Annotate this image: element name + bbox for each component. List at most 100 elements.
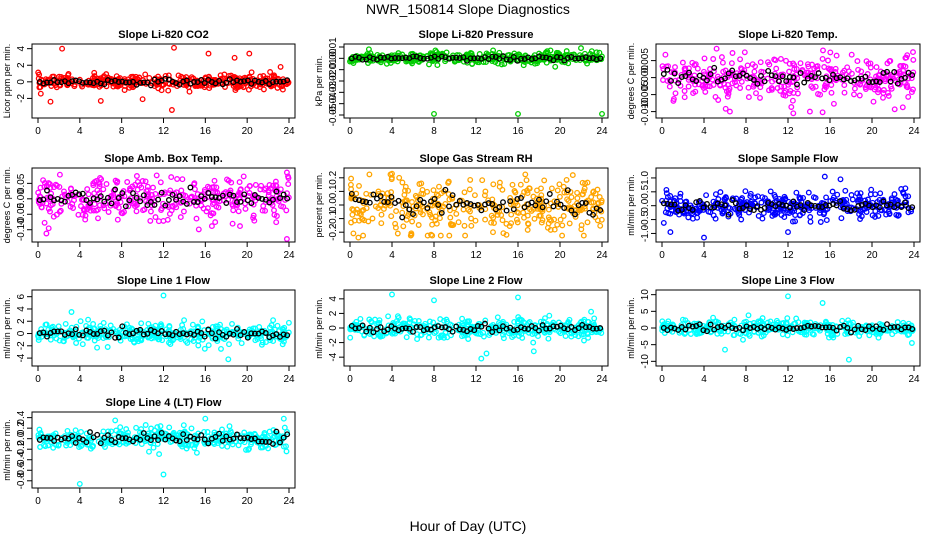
data-point: [241, 429, 248, 436]
x-tick-label: 8: [119, 496, 125, 507]
outlier-point: [578, 45, 584, 52]
overlay-point: [801, 79, 808, 86]
data-point: [517, 181, 524, 188]
data-point: [466, 186, 473, 193]
data-point: [672, 90, 679, 97]
x-ticks: 0 4 8 12 16 20 24: [347, 366, 608, 385]
overlay-point: [230, 435, 237, 442]
data-point: [482, 188, 489, 195]
data-points: [659, 293, 917, 363]
overlay-point: [277, 439, 283, 446]
data-point: [491, 220, 497, 226]
data-point: [165, 87, 172, 94]
data-point: [867, 64, 874, 71]
data-point: [267, 69, 274, 75]
overlay-point: [682, 202, 689, 209]
data-point: [905, 75, 912, 82]
data-point: [236, 179, 243, 186]
y-tick-label: 4: [16, 45, 27, 51]
overlay-point: [489, 329, 496, 335]
data-point: [90, 180, 97, 187]
data-point: [847, 320, 854, 327]
overlay-point: [248, 330, 255, 337]
data-point: [155, 218, 162, 225]
data-point: [104, 344, 111, 350]
data-point: [778, 212, 785, 218]
overlay-point: [162, 202, 169, 209]
x-tick-label: 12: [782, 250, 794, 261]
data-point: [829, 188, 836, 195]
data-point: [351, 217, 358, 224]
data-point: [809, 84, 816, 91]
data-point: [554, 187, 561, 194]
panel-title: Slope Line 3 Flow: [742, 275, 835, 287]
y-tick-label: 4: [328, 296, 339, 302]
overlay-point: [115, 79, 122, 85]
y-tick-label: -0.4: [16, 451, 27, 469]
data-point: [578, 226, 585, 233]
data-point: [906, 331, 913, 338]
data-point: [799, 210, 806, 216]
overlay-point: [902, 199, 908, 206]
overlay-point: [485, 200, 492, 207]
overlay-point: [446, 203, 452, 210]
overlay-point: [675, 326, 682, 333]
overlay-point: [417, 55, 424, 61]
data-point: [766, 61, 773, 68]
data-point: [461, 189, 468, 196]
y-tick-label: -4: [328, 352, 339, 361]
data-point: [908, 75, 915, 82]
data-point: [368, 319, 375, 326]
data-point: [392, 220, 399, 227]
data-point: [910, 49, 916, 56]
x-tick-label: 4: [389, 250, 395, 261]
data-point: [885, 92, 892, 99]
data-point: [662, 51, 669, 58]
x-tick-label: 4: [77, 374, 83, 385]
outlier-point: [231, 54, 238, 61]
data-point: [668, 207, 675, 214]
data-point: [870, 98, 877, 105]
data-point: [184, 339, 191, 346]
overlay-point: [561, 205, 568, 211]
overlay-point: [808, 323, 815, 330]
x-axis-label: Hour of Day (UTC): [410, 518, 527, 534]
overlay-point: [689, 323, 696, 330]
data-point: [862, 86, 869, 92]
overlay-point: [144, 330, 151, 337]
y-tick-label: -0.1: [328, 210, 339, 228]
data-point: [851, 91, 857, 98]
overlay-point: [280, 331, 287, 338]
data-point: [511, 188, 518, 194]
overlay-point: [87, 199, 93, 206]
data-point: [719, 210, 726, 217]
data-point: [755, 212, 762, 219]
y-tick-label: -0.005: [640, 80, 651, 109]
data-point: [251, 217, 258, 224]
overlay-point: [72, 77, 79, 84]
overlay-point: [137, 79, 144, 86]
data-point: [854, 58, 861, 65]
y-tick-label: -0.2: [16, 440, 27, 458]
data-point: [399, 179, 406, 186]
y-tick-label: -0.8: [16, 472, 27, 490]
data-point: [465, 336, 472, 342]
data-point: [85, 191, 92, 198]
data-point: [468, 215, 475, 222]
overlay-point: [399, 55, 406, 62]
overlay-point: [151, 201, 158, 208]
data-point: [545, 335, 552, 342]
data-point: [823, 194, 830, 201]
overlay-point: [201, 80, 208, 87]
data-point: [94, 344, 101, 351]
data-point: [725, 90, 732, 97]
overlay-point: [833, 75, 840, 82]
overlay-point: [575, 325, 582, 332]
data-point: [733, 82, 740, 89]
data-point: [777, 87, 784, 94]
overlay-point: [797, 325, 804, 332]
data-point: [193, 215, 200, 222]
overlay-point: [212, 433, 219, 440]
overlay-point: [61, 198, 68, 205]
